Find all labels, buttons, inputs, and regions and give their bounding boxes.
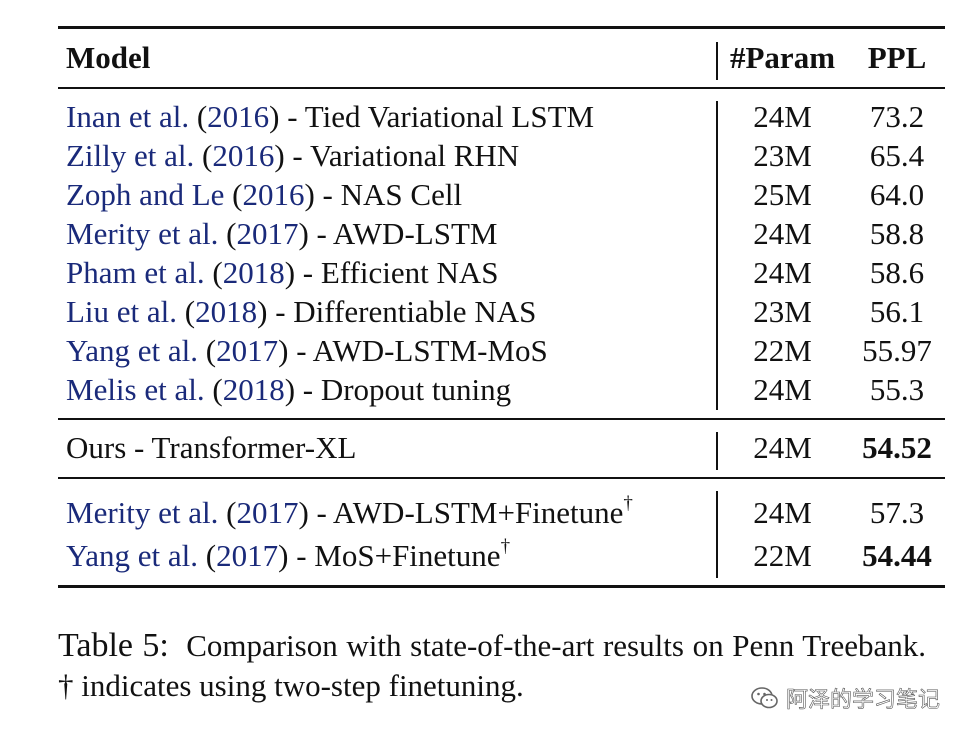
watermark-text: 阿泽的学习笔记	[785, 688, 941, 714]
group2-rule	[58, 477, 945, 479]
citation-author: Inan et al.	[66, 99, 190, 134]
param-cell: 24M	[753, 99, 812, 134]
param-cell: 24M	[753, 216, 812, 251]
citation-author: Zoph and Le	[66, 177, 225, 212]
param-cell: 24M	[753, 495, 812, 530]
citation-year: 2016	[242, 177, 305, 212]
param-cell: 23M	[753, 138, 812, 173]
model-description: NAS Cell	[340, 177, 463, 212]
header-model: Model	[66, 40, 151, 75]
model-description: Dropout tuning	[320, 372, 512, 407]
model-cell: Pham et al. (2018) - Efficient NAS	[66, 255, 499, 290]
citation-year: 2018	[222, 255, 285, 290]
ppl-cell: 57.3	[869, 495, 925, 530]
param-cell: 24M	[753, 255, 812, 290]
model-description: MoS+Finetune	[314, 538, 501, 573]
citation-author: Merity et al.	[66, 216, 219, 251]
ppl-cell: 56.1	[869, 294, 925, 329]
citation-author: Zilly et al.	[66, 138, 195, 173]
finetune-mark: †	[500, 535, 511, 557]
model-cell: Zoph and Le (2016) - NAS Cell	[66, 177, 463, 212]
table-bottom-rule	[58, 585, 945, 588]
citation-author: Pham et al.	[66, 255, 205, 290]
caption-label: Table 5:	[58, 627, 169, 664]
model-cell: Yang et al. (2017) - AWD-LSTM-MoS	[66, 333, 548, 368]
model-cell: Merity et al. (2017) - AWD-LSTM	[66, 216, 498, 251]
ppl-cell: 54.44	[862, 538, 932, 573]
ppl-cell: 73.2	[869, 99, 925, 134]
citation-author: Merity et al.	[66, 495, 219, 530]
model-description: AWD-LSTM-MoS	[312, 333, 548, 368]
param-cell: 24M	[753, 372, 812, 407]
header-separator	[716, 42, 718, 80]
caption-text: Comparison with state-of-the-art results…	[58, 628, 927, 703]
param-cell: 23M	[753, 294, 812, 329]
citation-author: Liu et al.	[66, 294, 178, 329]
model-description: Tied Variational LSTM	[304, 99, 595, 134]
ppl-cell: 65.4	[869, 138, 925, 173]
wechat-icon	[751, 687, 778, 709]
ppl-cell: 64.0	[869, 177, 925, 212]
param-cell: 25M	[753, 177, 812, 212]
model-cell: Melis et al. (2018) - Dropout tuning	[66, 372, 512, 407]
finetune-mark: †	[623, 492, 633, 514]
model-description: AWD-LSTM+Finetune	[332, 495, 624, 530]
group3-separator	[716, 491, 718, 578]
ppl-cell: 58.6	[869, 255, 925, 290]
ours-ppl: 54.52	[862, 430, 932, 465]
citation-year: 2018	[195, 294, 258, 329]
model-cell: Merity et al. (2017) - AWD-LSTM+Finetune…	[66, 492, 633, 530]
group1-rule	[58, 418, 945, 420]
param-cell: 22M	[753, 333, 812, 368]
ppl-cell: 58.8	[869, 216, 925, 251]
group2-separator	[716, 432, 718, 470]
model-description: Variational RHN	[309, 138, 520, 173]
group1-separator	[716, 101, 718, 410]
ppl-cell: 55.97	[862, 333, 932, 368]
header-rule	[58, 87, 945, 89]
citation-year: 2017	[216, 538, 279, 573]
citation-year: 2017	[236, 216, 299, 251]
table-caption: Table 5: Comparison with state-of-the-ar…	[58, 626, 926, 706]
header-ppl: PPL	[867, 40, 927, 75]
citation-year: 2016	[212, 138, 275, 173]
model-description: Differentiable NAS	[293, 294, 537, 329]
model-description: Efficient NAS	[320, 255, 499, 290]
model-cell: Yang et al. (2017) - MoS+Finetune†	[66, 535, 511, 573]
citation-year: 2016	[207, 99, 270, 134]
citation-author: Yang et al.	[66, 538, 199, 573]
citation-year: 2017	[216, 333, 279, 368]
ours-param: 24M	[753, 430, 812, 465]
table-top-rule	[58, 26, 945, 29]
model-description: AWD-LSTM	[332, 216, 498, 251]
model-cell: Inan et al. (2016) - Tied Variational LS…	[66, 99, 595, 134]
model-cell: Liu et al. (2018) - Differentiable NAS	[66, 294, 537, 329]
citation-year: 2017	[236, 495, 299, 530]
citation-year: 2018	[222, 372, 285, 407]
citation-author: Yang et al.	[66, 333, 199, 368]
param-cell: 22M	[753, 538, 812, 573]
citation-author: Melis et al.	[66, 372, 205, 407]
ours-model: Ours - Transformer-XL	[66, 430, 357, 465]
ppl-cell: 55.3	[869, 372, 925, 407]
model-cell: Zilly et al. (2016) - Variational RHN	[66, 138, 520, 173]
watermark: 阿泽的学习笔记	[750, 680, 940, 716]
header-param: #Param	[730, 40, 836, 75]
